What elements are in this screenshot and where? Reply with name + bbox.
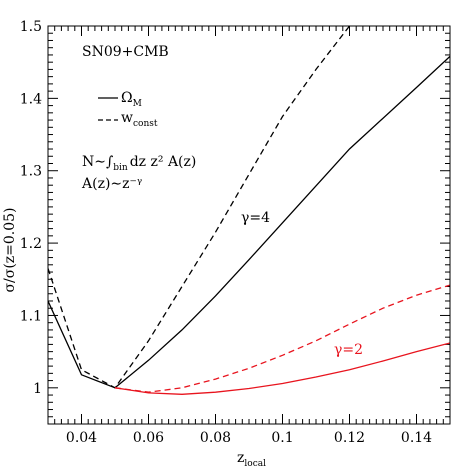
y-tick-label: 1.2 xyxy=(20,236,42,252)
tick-labels: 0.04 0.06 0.08 0.1 0.12 0.14 1 1.1 1.2 1.3 1.4 1.5 xyxy=(20,19,432,446)
x-tick-label: 0.14 xyxy=(401,430,432,446)
x-axis-label-main: z xyxy=(237,450,244,466)
series-gamma2-solid xyxy=(114,342,450,395)
x-tick-label: 0.1 xyxy=(271,430,293,446)
series-gamma2-dashed xyxy=(114,284,450,393)
x-axis-label-sub: local xyxy=(244,459,266,469)
formula-line-1: N∼∫bin dz z² A(z) xyxy=(82,154,196,173)
formula-prefix: N∼∫ xyxy=(82,154,113,170)
series-gamma4-solid xyxy=(48,55,450,389)
legend-w-sub: const xyxy=(133,119,158,129)
y-axis-label: σ/σ(z=0.05) xyxy=(2,207,18,292)
gamma4-label: γ=4 xyxy=(241,210,270,226)
y-tick-label: 1 xyxy=(33,381,42,397)
x-tick-label: 0.06 xyxy=(133,430,164,446)
series-group xyxy=(48,26,450,395)
x-tick-label: 0.04 xyxy=(66,430,97,446)
formula-suffix: dz z² A(z) xyxy=(130,154,197,170)
legend-w-label: wconst xyxy=(121,110,158,129)
legend-omega-sub: M xyxy=(133,99,142,109)
legend-omega-label: ΩM xyxy=(121,90,142,109)
legend-w-main: w xyxy=(121,110,133,126)
legend-omega-main: Ω xyxy=(121,90,133,106)
x-tick-label: 0.08 xyxy=(200,430,231,446)
formula-sub: bin xyxy=(113,163,128,173)
y-tick-label: 1.1 xyxy=(20,308,42,324)
x-axis-label: zlocal xyxy=(237,450,266,469)
plot-frame xyxy=(47,25,451,425)
gamma2-label: γ=2 xyxy=(334,342,363,358)
formula-line-2: A(z)∼z⁻ᵞ xyxy=(81,176,142,192)
series-gamma4-dashed xyxy=(48,26,351,389)
y-tick-label: 1.5 xyxy=(20,19,42,35)
x-tick-label: 0.12 xyxy=(334,430,365,446)
y-tick-label: 1.3 xyxy=(20,164,42,180)
dataset-label: SN09+CMB xyxy=(82,44,169,60)
y-tick-label: 1.4 xyxy=(20,91,42,107)
